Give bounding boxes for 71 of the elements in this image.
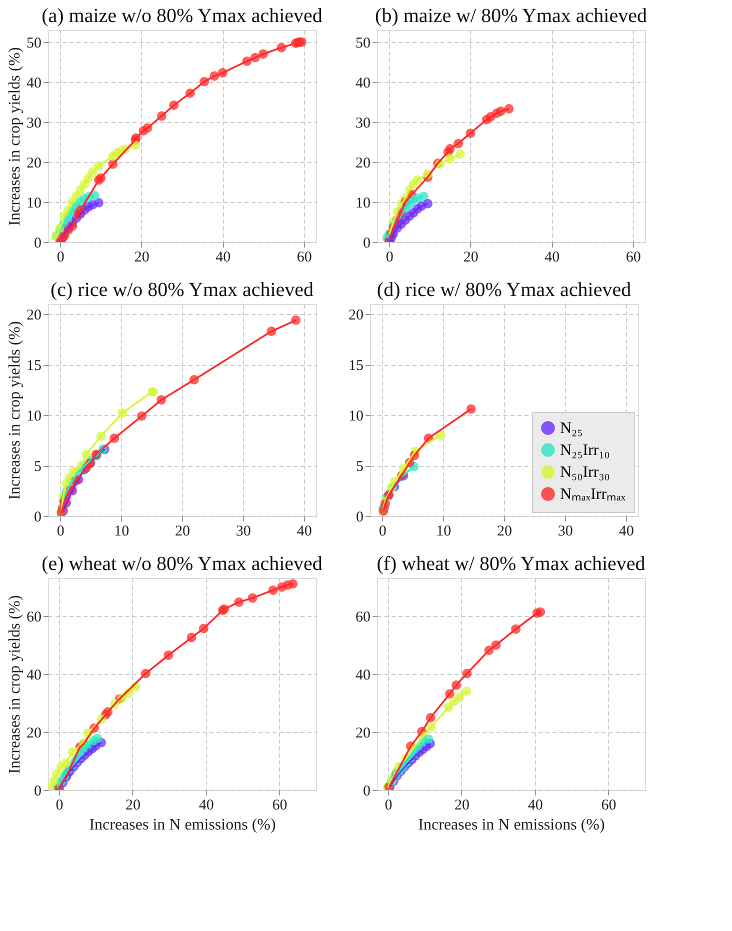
chart-title: (e) wheat w/o 80% Ymax achieved bbox=[42, 553, 322, 575]
chart-title: (c) rice w/o 80% Ymax achieved bbox=[50, 279, 314, 301]
y-tick-label: 20 bbox=[26, 156, 42, 172]
y-tick-label: 20 bbox=[26, 725, 42, 742]
x-tick-label: 60 bbox=[601, 798, 616, 814]
y-tick-label: 40 bbox=[356, 76, 370, 92]
chart-title: (f) wheat w/ 80% Ymax achieved bbox=[376, 553, 646, 575]
y-tick-label: 60 bbox=[356, 609, 370, 626]
legend-label: N₂₅ bbox=[560, 420, 583, 437]
x-tick-label: 20 bbox=[175, 524, 190, 540]
x-tick-label: 0 bbox=[384, 798, 392, 814]
x-tick-label: 20 bbox=[497, 524, 512, 540]
x-axis-title: Increases in N emissions (%) bbox=[89, 816, 276, 834]
x-tick-label: 40 bbox=[198, 798, 214, 814]
y-tick-label: 40 bbox=[26, 667, 42, 684]
x-tick-label: 20 bbox=[125, 798, 140, 814]
x-tick-label: 20 bbox=[454, 798, 470, 814]
y-tick-label: 10 bbox=[26, 408, 42, 425]
y-tick-label: 20 bbox=[356, 725, 370, 742]
x-tick-label: 20 bbox=[463, 250, 478, 266]
y-tick-label: 0 bbox=[363, 236, 370, 252]
y-axis-title: Increases in crop yields (%) bbox=[6, 595, 24, 774]
x-tick-label: 60 bbox=[296, 250, 312, 266]
y-axis-title: Increases in crop yields (%) bbox=[6, 321, 24, 500]
y-tick-label: 40 bbox=[356, 667, 370, 684]
x-tick-label: 30 bbox=[558, 524, 573, 540]
y-tick-label: 20 bbox=[356, 156, 370, 172]
chart-title: (d) rice w/ 80% Ymax achieved bbox=[376, 279, 632, 301]
x-tick-label: 40 bbox=[296, 524, 312, 540]
y-tick-label: 30 bbox=[356, 116, 370, 132]
y-tick-label: 0 bbox=[34, 236, 42, 252]
y-tick-label: 15 bbox=[26, 358, 42, 374]
x-tick-label: 0 bbox=[378, 524, 386, 540]
y-tick-label: 10 bbox=[26, 196, 42, 212]
y-tick-label: 15 bbox=[348, 358, 364, 374]
x-tick-label: 0 bbox=[56, 524, 64, 540]
x-tick-label: 40 bbox=[528, 798, 543, 814]
y-tick-label: 50 bbox=[356, 36, 370, 52]
y-tick-label: 0 bbox=[34, 784, 42, 800]
x-tick-label: 30 bbox=[236, 524, 251, 540]
y-tick-label: 50 bbox=[26, 36, 42, 52]
y-tick-label: 0 bbox=[356, 510, 364, 526]
y-tick-label: 40 bbox=[26, 76, 42, 92]
y-tick-label: 10 bbox=[348, 408, 364, 425]
x-tick-label: 10 bbox=[436, 524, 452, 540]
legend-label: NₘₐₓIrrₘₐₓ bbox=[560, 486, 626, 503]
chart-title: (a) maize w/o 80% Ymax achieved bbox=[42, 5, 322, 27]
legend-label: N₂₅Irr₁₀ bbox=[560, 442, 610, 459]
y-tick-label: 60 bbox=[26, 609, 42, 626]
x-tick-label: 0 bbox=[56, 250, 64, 266]
x-tick-label: 20 bbox=[134, 250, 150, 266]
y-tick-label: 10 bbox=[356, 196, 370, 212]
x-tick-label: 40 bbox=[544, 250, 560, 266]
x-axis-title: Increases in N emissions (%) bbox=[418, 816, 605, 834]
y-tick-label: 0 bbox=[34, 510, 42, 526]
x-tick-label: 40 bbox=[618, 524, 634, 540]
legend-label: N₅₀Irr₃₀ bbox=[560, 464, 610, 481]
x-tick-label: 0 bbox=[56, 798, 64, 814]
chart-title: (b) maize w/ 80% Ymax achieved bbox=[375, 5, 647, 27]
y-tick-label: 20 bbox=[348, 308, 364, 324]
y-tick-label: 5 bbox=[34, 459, 42, 476]
x-tick-label: 40 bbox=[216, 250, 231, 266]
x-tick-label: 10 bbox=[114, 524, 130, 540]
y-tick-label: 5 bbox=[356, 459, 364, 476]
x-tick-label: 60 bbox=[272, 798, 288, 814]
y-axis-title: Increases in crop yields (%) bbox=[6, 47, 24, 226]
y-tick-label: 20 bbox=[26, 308, 42, 324]
y-tick-label: 30 bbox=[26, 116, 42, 132]
y-tick-label: 0 bbox=[363, 784, 370, 800]
x-tick-label: 60 bbox=[626, 250, 641, 266]
x-tick-label: 0 bbox=[386, 250, 394, 266]
